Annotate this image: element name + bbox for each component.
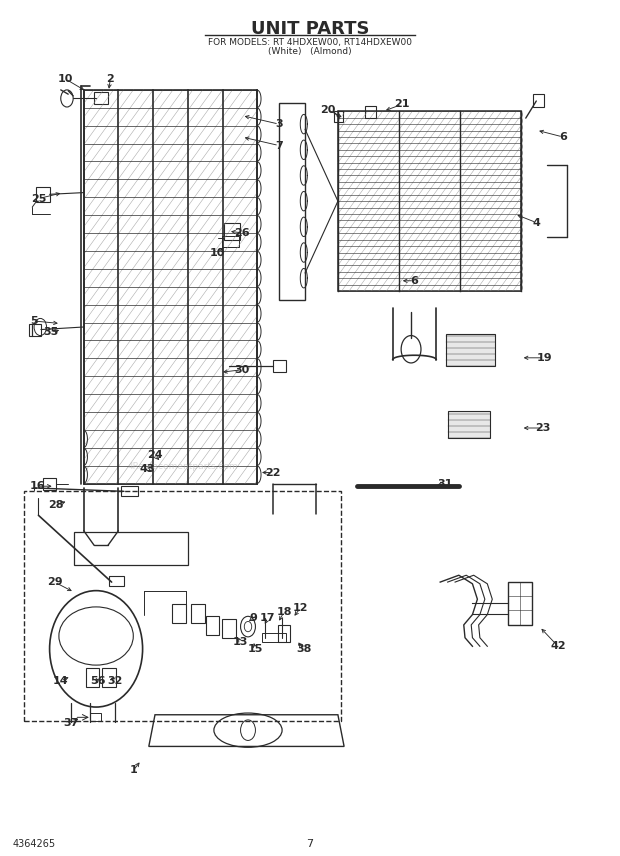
Text: 43: 43: [140, 464, 155, 474]
Bar: [273, 360, 286, 372]
Text: 38: 38: [296, 644, 311, 654]
Bar: [448, 411, 490, 438]
Text: 25: 25: [31, 193, 46, 204]
Bar: [334, 111, 343, 122]
Text: 30: 30: [234, 365, 249, 375]
Text: 15: 15: [248, 644, 263, 654]
Text: 21: 21: [394, 99, 409, 110]
Text: 22: 22: [265, 467, 280, 478]
Bar: [446, 334, 495, 366]
Bar: [222, 619, 236, 638]
Bar: [121, 486, 138, 496]
Bar: [74, 532, 188, 565]
Text: 9: 9: [249, 613, 257, 623]
Bar: [102, 668, 116, 687]
Text: 24: 24: [147, 450, 163, 461]
Text: 4364265: 4364265: [12, 839, 56, 849]
Bar: [24, 491, 341, 721]
Text: 1: 1: [130, 765, 137, 776]
Text: FOR MODELS: RT 4HDXEW00, RT14HDXEW00: FOR MODELS: RT 4HDXEW00, RT14HDXEW00: [208, 39, 412, 47]
Text: 18: 18: [277, 607, 292, 617]
Bar: [172, 604, 186, 623]
Bar: [86, 668, 99, 687]
Text: 23: 23: [535, 423, 550, 433]
Bar: [94, 92, 108, 104]
Text: 7: 7: [275, 140, 283, 151]
Text: 56: 56: [91, 675, 105, 686]
Bar: [43, 478, 56, 490]
Text: 10: 10: [58, 74, 73, 84]
Text: 4: 4: [533, 217, 540, 228]
Bar: [222, 236, 239, 247]
Bar: [191, 604, 205, 623]
Text: 37: 37: [64, 718, 79, 728]
Bar: [84, 90, 257, 484]
Bar: [206, 616, 219, 635]
Text: 6: 6: [410, 276, 418, 286]
Text: 6: 6: [559, 132, 567, 142]
Bar: [279, 103, 305, 300]
Text: 20: 20: [320, 104, 335, 115]
Text: 19: 19: [536, 353, 552, 363]
Text: 13: 13: [233, 637, 248, 647]
Bar: [533, 94, 544, 107]
Bar: [84, 90, 257, 484]
Bar: [90, 713, 101, 721]
Text: 7: 7: [306, 839, 314, 849]
Bar: [262, 633, 286, 642]
Text: 16: 16: [29, 481, 45, 491]
Text: (White)   (Almond): (White) (Almond): [268, 47, 352, 56]
Text: 2: 2: [107, 74, 114, 84]
Text: 35: 35: [43, 327, 58, 337]
Bar: [365, 106, 376, 118]
Text: 3: 3: [275, 119, 283, 129]
Bar: [224, 223, 240, 240]
Text: UNIT PARTS: UNIT PARTS: [250, 20, 370, 39]
Text: 4Replacementparts.com: 4Replacementparts.com: [128, 462, 238, 471]
Text: 26: 26: [234, 228, 250, 238]
Text: 29: 29: [46, 577, 63, 587]
Bar: [108, 576, 124, 586]
Bar: [278, 625, 290, 642]
Text: 14: 14: [53, 675, 69, 686]
Text: 17: 17: [260, 613, 275, 623]
Bar: [338, 111, 521, 291]
Text: 5: 5: [30, 316, 38, 326]
Bar: [36, 187, 50, 202]
Text: 10: 10: [210, 247, 224, 258]
Bar: [508, 582, 532, 625]
Text: 32: 32: [107, 675, 122, 686]
Text: 28: 28: [48, 500, 63, 510]
Text: 31: 31: [438, 479, 453, 489]
Text: 42: 42: [550, 641, 566, 651]
Bar: [29, 324, 41, 336]
Text: 12: 12: [293, 603, 309, 613]
